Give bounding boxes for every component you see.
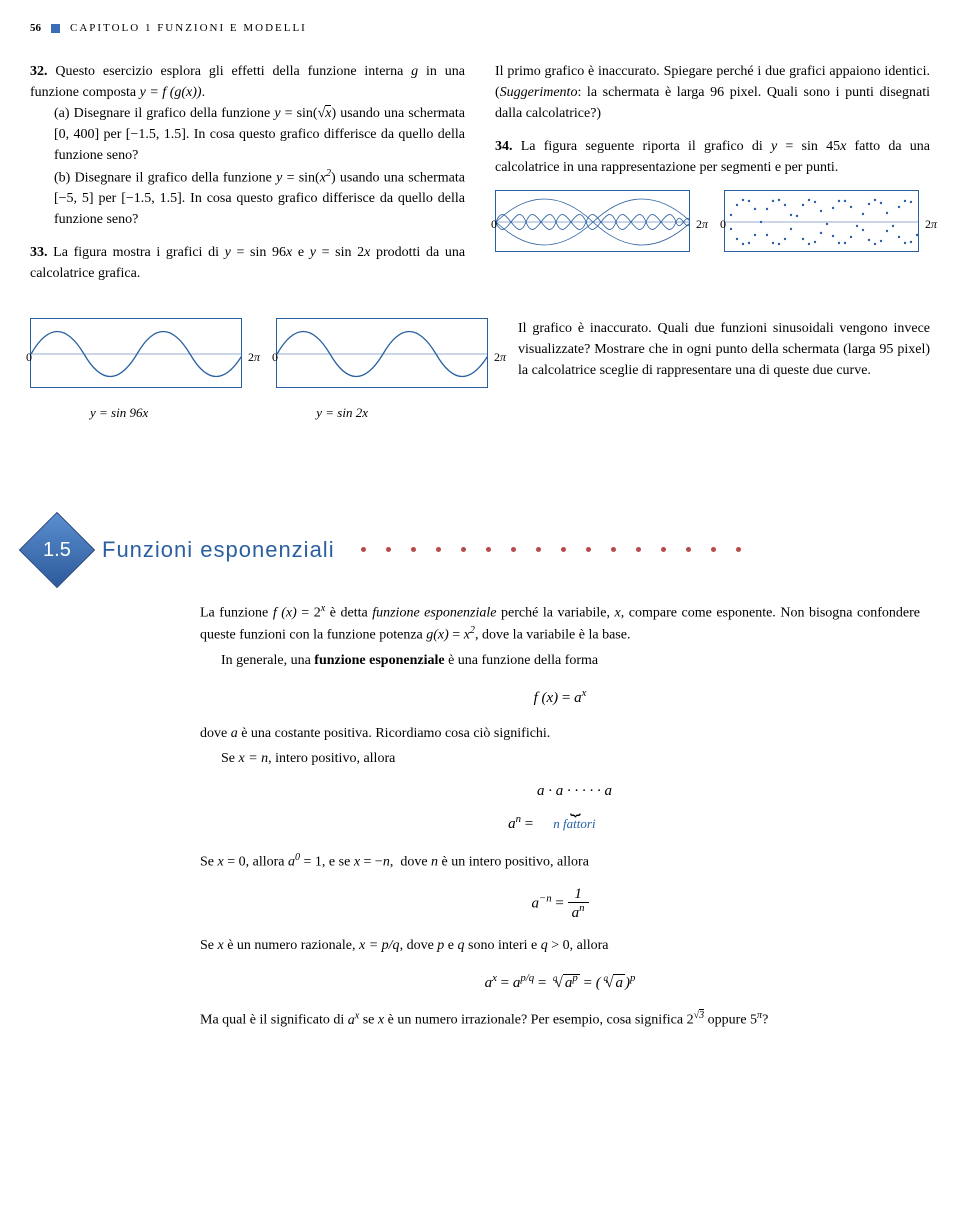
axis-label-zero: 0 [491,215,497,233]
dot-icon [536,547,541,552]
dot-icon [561,547,566,552]
equation-a-minus-n: a−n = 1an [200,887,920,921]
exercise-number: 32. [30,64,48,79]
section-dots [361,547,741,552]
section-diamond-icon: 1.5 [19,511,95,587]
exercise-32b: (b) Disegnare il grafico della funzione … [30,166,465,231]
graph-sin45x-dots: 0 2π [724,190,919,259]
axis-label-zero: 0 [720,215,726,233]
section-title: Funzioni esponenziali [102,533,335,566]
equation-fx-ax: f (x) = ax [200,685,920,710]
caption-sin2x: y = sin 2x [316,403,368,423]
graph-row-top: 0 2π 0 2π [495,190,930,259]
graph-captions: y = sin 96x y = sin 2x [90,403,488,423]
section-header: 1.5 Funzioni esponenziali [30,523,930,577]
body-p3: dove a è una costante positiva. Ricordia… [200,723,920,744]
right-top-paragraph: Il primo grafico è inaccurato. Spiegare … [495,61,930,124]
exercises-columns: 32. Questo esercizio esplora gli effetti… [30,61,930,297]
equation-an-product: an = a · a · · · · · a ⏟ n fattori [200,783,920,836]
dot-icon [461,547,466,552]
axis-label-2pi: 2π [696,215,708,233]
right-bottom-paragraph: Il grafico è inaccurato. Quali due funzi… [518,318,930,381]
n-factors-label: n fattori [553,816,595,831]
dot-icon [586,547,591,552]
body-p2: In generale, una funzione esponenziale è… [200,650,920,671]
body-p1: La funzione f (x) = 2x è detta funzione … [200,601,920,646]
chapter-label: CAPITOLO 1 FUNZIONI E MODELLI [70,20,307,37]
dot-icon [736,547,741,552]
body-p6: Se x è un numero razionale, x = p/q, dov… [200,935,920,956]
right-column: Il primo grafico è inaccurato. Spiegare … [495,61,930,297]
dot-icon [686,547,691,552]
dot-icon [386,547,391,552]
page-number: 56 [30,20,41,37]
exercise-text: La figura mostra i grafici di y = sin 96… [30,245,465,281]
body-p5: Se x = 0, allora a0 = 1, e se x = −n, do… [200,850,920,873]
exercise-number: 34. [495,139,513,154]
exercise-text: La figura seguente riporta il grafico di… [495,139,930,175]
exercise-34: 34. La figura seguente riporta il grafic… [495,136,930,178]
graph-sin2x: 0 2π [276,318,488,395]
page-header: 56 CAPITOLO 1 FUNZIONI E MODELLI [30,20,930,37]
axis-label-2pi: 2π [248,348,260,366]
left-column: 32. Questo esercizio esplora gli effetti… [30,61,465,297]
dot-icon [486,547,491,552]
dot-icon [411,547,416,552]
lower-right: Il grafico è inaccurato. Quali due funzi… [518,318,930,473]
exercise-number: 33. [30,245,48,260]
dot-icon [711,547,716,552]
dot-icon [361,547,366,552]
exercise-text: Questo esercizio esplora gli effetti del… [30,64,465,100]
dot-icon [436,547,441,552]
axis-label-2pi: 2π [494,348,506,366]
graph-sin96x: 0 2π [30,318,242,395]
axis-label-2pi: 2π [925,215,937,233]
section-number: 1.5 [43,535,71,565]
axis-label-zero: 0 [272,348,278,366]
dot-icon [636,547,641,552]
dot-icon [661,547,666,552]
axis-label-zero: 0 [26,348,32,366]
graph-row-bottom: 0 2π 0 2π [30,318,488,395]
dot-icon [611,547,616,552]
exercise-32a: (a) Disegnare il grafico della funzione … [30,103,465,166]
lower-left: 0 2π 0 2π y = sin 96x y = sin 2x [30,318,488,473]
dot-icon [511,547,516,552]
exercise-32: 32. Questo esercizio esplora gli effetti… [30,61,465,231]
lower-row: 0 2π 0 2π y = sin 96x y = sin 2x Il gr [30,318,930,473]
body-p7: Ma qual è il significato di ax se x è un… [200,1008,920,1031]
header-square-icon [51,24,60,33]
caption-sin96x: y = sin 96x [90,403,148,423]
section-body: La funzione f (x) = 2x è detta funzione … [200,601,920,1031]
equation-rational-exp: ax = ap/q = qap = (qa)p [200,970,920,995]
body-p4: Se x = n, intero positivo, allora [200,748,920,769]
exercise-33: 33. La figura mostra i grafici di y = si… [30,242,465,284]
graph-sin45x-lines: 0 2π [495,190,690,259]
